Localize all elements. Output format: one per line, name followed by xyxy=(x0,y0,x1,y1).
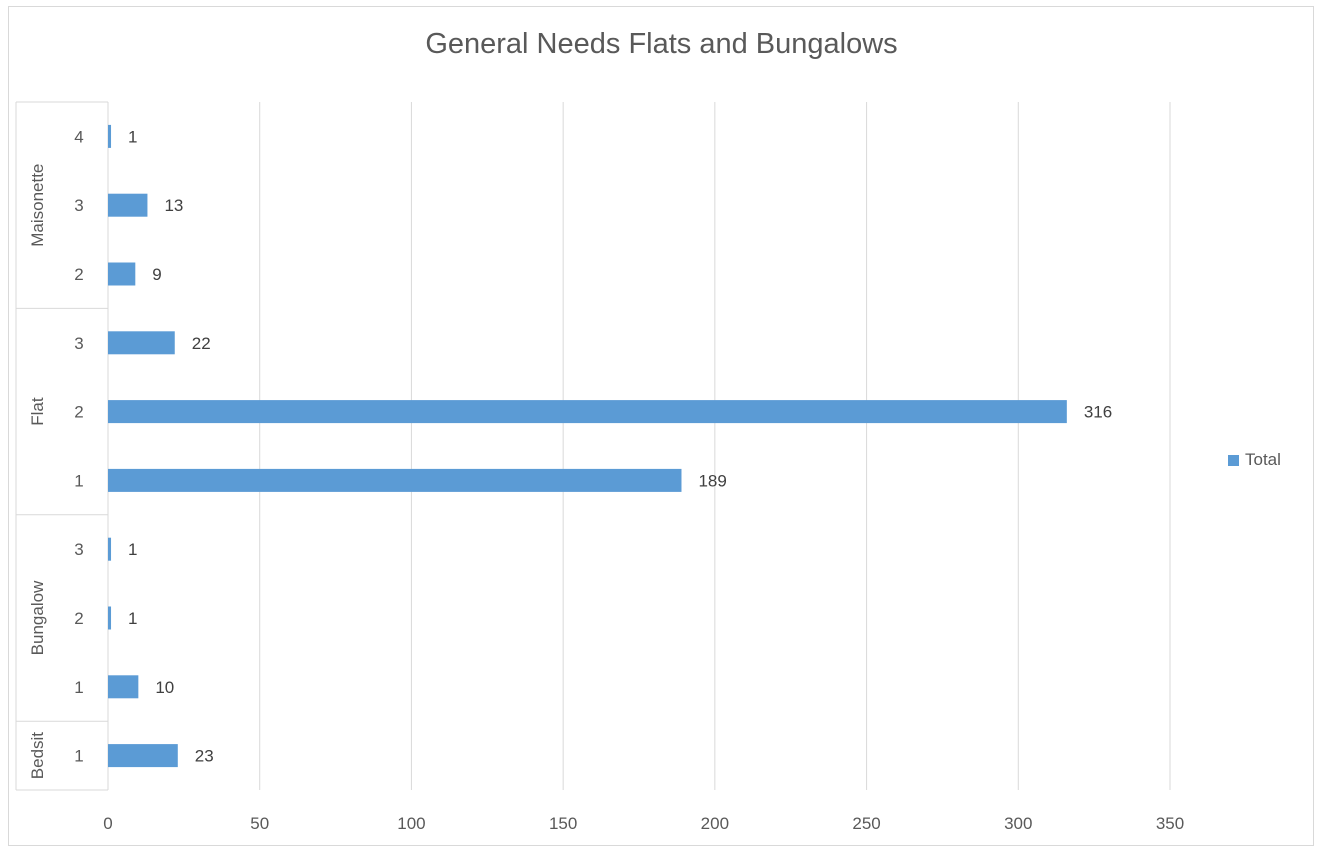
category-tick-label: 1 xyxy=(74,747,83,766)
legend-label-total: Total xyxy=(1245,450,1281,469)
x-tick-label: 150 xyxy=(549,814,577,833)
data-label: 316 xyxy=(1084,403,1112,422)
chart-title: General Needs Flats and Bungalows xyxy=(425,28,898,60)
group-label: Maisonette xyxy=(28,164,47,247)
category-tick-label: 3 xyxy=(74,334,83,353)
category-tick-label: 4 xyxy=(74,127,83,146)
data-label: 1 xyxy=(128,540,137,559)
x-tick-label: 50 xyxy=(250,814,269,833)
x-tick-label: 0 xyxy=(103,814,112,833)
x-tick-label: 300 xyxy=(1004,814,1032,833)
bar xyxy=(108,331,175,355)
bar xyxy=(108,744,178,768)
data-label: 23 xyxy=(195,747,214,766)
x-tick-label: 250 xyxy=(852,814,880,833)
bar xyxy=(108,193,148,217)
data-label: 9 xyxy=(152,265,161,284)
legend-swatch-total xyxy=(1228,454,1239,466)
x-tick-label: 200 xyxy=(701,814,729,833)
data-label: 10 xyxy=(155,678,174,697)
x-tick-label: 350 xyxy=(1156,814,1184,833)
category-tick-label: 3 xyxy=(74,196,83,215)
legend: Total xyxy=(1228,450,1281,470)
data-label: 189 xyxy=(698,471,726,490)
category-tick-label: 1 xyxy=(74,678,83,697)
data-label: 13 xyxy=(164,196,183,215)
bar xyxy=(108,537,112,561)
data-label: 22 xyxy=(192,334,211,353)
category-tick-label: 2 xyxy=(74,265,83,284)
data-label: 1 xyxy=(128,609,137,628)
group-label: Bungalow xyxy=(28,580,47,655)
x-tick-label: 100 xyxy=(397,814,425,833)
bar xyxy=(108,675,139,699)
data-label: 1 xyxy=(128,127,137,146)
bar xyxy=(108,606,112,630)
category-tick-label: 3 xyxy=(74,540,83,559)
bar xyxy=(108,400,1067,424)
category-tick-label: 2 xyxy=(74,403,83,422)
bar xyxy=(108,262,136,286)
category-tick-label: 2 xyxy=(74,609,83,628)
bar xyxy=(108,468,682,492)
category-tick-label: 1 xyxy=(74,471,83,490)
bar xyxy=(108,124,112,148)
group-label: Flat xyxy=(28,397,47,426)
chart-area xyxy=(8,6,1314,846)
group-label: Bedsit xyxy=(28,732,47,780)
